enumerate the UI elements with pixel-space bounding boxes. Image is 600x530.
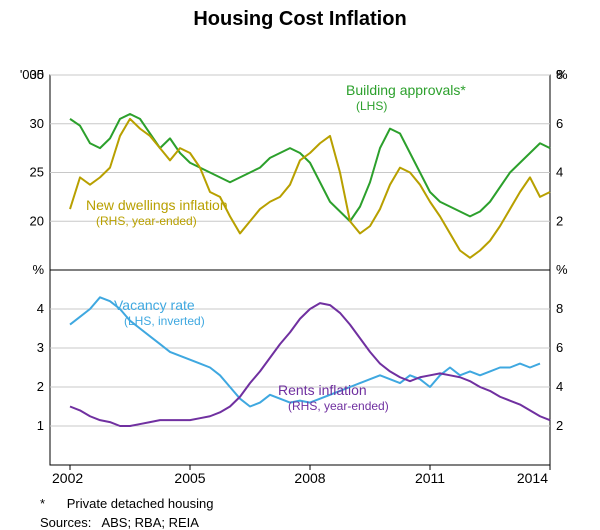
footnote: * Private detached housing bbox=[0, 490, 600, 511]
svg-text:New dwellings inflation: New dwellings inflation bbox=[86, 197, 228, 213]
svg-text:Building approvals*: Building approvals* bbox=[346, 82, 466, 98]
svg-text:Vacancy rate: Vacancy rate bbox=[114, 297, 195, 313]
svg-text:2011: 2011 bbox=[415, 470, 445, 486]
sources: Sources: ABS; RBA; REIA bbox=[0, 511, 600, 530]
svg-text:2: 2 bbox=[37, 379, 44, 394]
svg-text:8: 8 bbox=[556, 301, 563, 316]
svg-text:6: 6 bbox=[556, 116, 563, 131]
svg-text:%: % bbox=[556, 262, 568, 277]
svg-text:3: 3 bbox=[37, 340, 44, 355]
svg-text:30: 30 bbox=[30, 116, 44, 131]
svg-text:2: 2 bbox=[556, 213, 563, 228]
svg-text:4: 4 bbox=[556, 165, 563, 180]
svg-text:2002: 2002 bbox=[52, 470, 83, 486]
chart-title: Housing Cost Inflation bbox=[0, 0, 600, 35]
sources-label: Sources: bbox=[40, 515, 91, 530]
svg-text:20: 20 bbox=[30, 213, 44, 228]
svg-text:(RHS, year-ended): (RHS, year-ended) bbox=[96, 214, 197, 228]
svg-text:25: 25 bbox=[30, 165, 44, 180]
svg-text:4: 4 bbox=[37, 301, 44, 316]
svg-text:%: % bbox=[32, 262, 44, 277]
svg-text:2014: 2014 bbox=[517, 470, 548, 486]
footnote-text: Private detached housing bbox=[67, 496, 214, 511]
sources-text: ABS; RBA; REIA bbox=[101, 515, 199, 530]
svg-text:Rents inflation: Rents inflation bbox=[278, 382, 367, 398]
svg-text:6: 6 bbox=[556, 340, 563, 355]
svg-text:(LHS): (LHS) bbox=[356, 99, 387, 113]
svg-text:1: 1 bbox=[37, 418, 44, 433]
svg-text:(LHS, inverted): (LHS, inverted) bbox=[124, 314, 205, 328]
svg-text:2008: 2008 bbox=[294, 470, 325, 486]
svg-text:2005: 2005 bbox=[174, 470, 205, 486]
chart-svg: 202530352468'000%Building approvals*(LHS… bbox=[0, 35, 600, 490]
footnote-marker: * bbox=[40, 496, 45, 511]
svg-text:'000: '000 bbox=[20, 67, 44, 82]
chart-container: 202530352468'000%Building approvals*(LHS… bbox=[0, 35, 600, 490]
svg-text:4: 4 bbox=[556, 379, 563, 394]
svg-text:(RHS, year-ended): (RHS, year-ended) bbox=[288, 399, 389, 413]
svg-text:%: % bbox=[556, 67, 568, 82]
svg-text:2: 2 bbox=[556, 418, 563, 433]
